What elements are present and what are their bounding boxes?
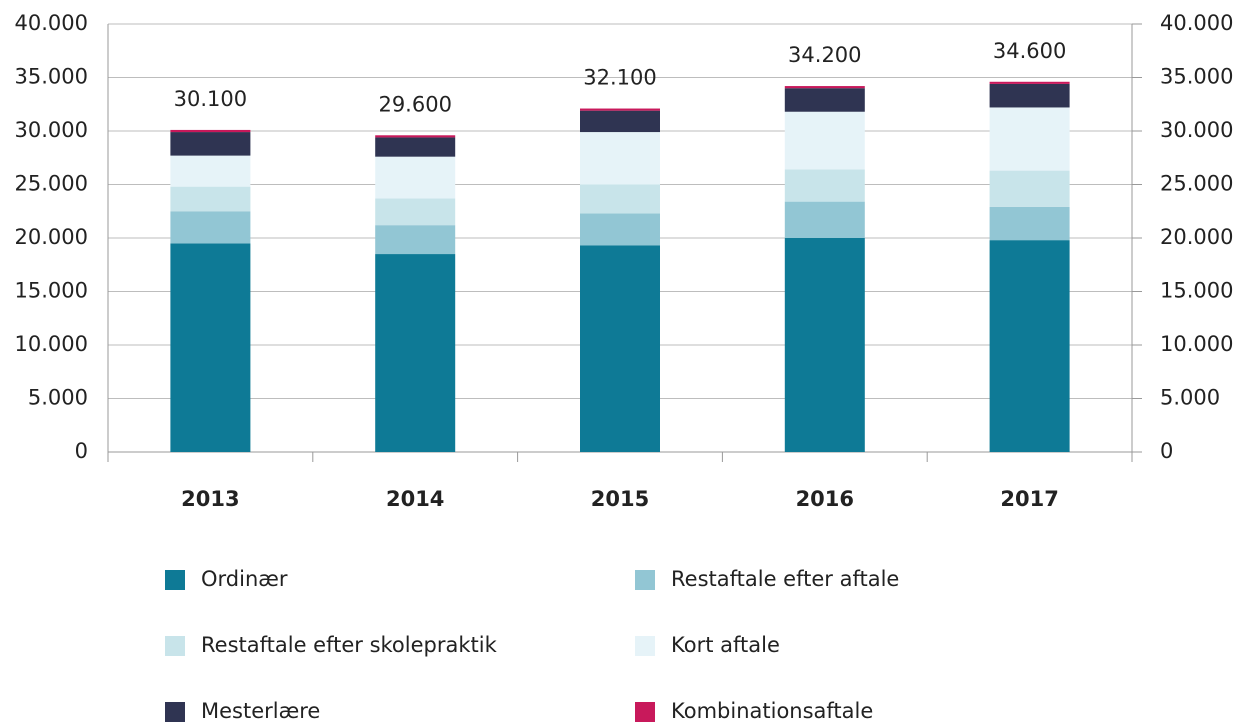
y-tick-label: 10.000 <box>15 332 88 356</box>
bar-segment <box>170 155 251 187</box>
y-tick-label: 40.000 <box>15 11 88 35</box>
x-tick-label: 2015 <box>591 487 649 511</box>
bar-segment <box>170 186 251 212</box>
y2-tick-label: 0 <box>1160 439 1173 463</box>
legend-label: Mesterlære <box>201 699 320 723</box>
bar-segment <box>375 135 456 138</box>
x-tick-label: 2016 <box>796 487 854 511</box>
bar-segment <box>375 225 456 255</box>
legend-swatch <box>165 636 185 656</box>
bar-segment <box>170 132 251 156</box>
bar-segment <box>375 198 456 226</box>
bar-segment <box>989 206 1070 241</box>
legend-swatch <box>165 570 185 590</box>
legend-swatch <box>635 702 655 722</box>
legend-label: Restaftale efter skolepraktik <box>201 633 498 657</box>
y-tick-label: 35.000 <box>15 65 88 89</box>
bar-segment <box>784 238 865 452</box>
bar-segment <box>580 110 660 133</box>
bar-segment <box>580 108 660 111</box>
bar-segment <box>784 88 865 112</box>
bar-segment <box>170 243 251 452</box>
legend-swatch <box>635 570 655 590</box>
y2-tick-label: 20.000 <box>1160 225 1233 249</box>
y2-tick-label: 35.000 <box>1160 65 1233 89</box>
bar-segment <box>989 83 1070 108</box>
bar-segment <box>170 129 251 133</box>
y2-tick-label: 25.000 <box>1160 172 1233 196</box>
bar-segment <box>580 245 660 452</box>
bar-segment <box>580 213 660 246</box>
y2-tick-label: 30.000 <box>1160 118 1233 142</box>
bar-segment <box>170 211 251 244</box>
bar-segment <box>375 156 456 199</box>
y-tick-label: 15.000 <box>15 279 88 303</box>
bar-segment <box>375 137 456 157</box>
legend-label: Kort aftale <box>671 633 780 657</box>
legend-label: Ordinær <box>201 567 288 591</box>
y-tick-label: 0 <box>75 439 88 463</box>
y-tick-label: 20.000 <box>15 225 88 249</box>
total-label: 32.100 <box>583 66 656 90</box>
x-tick-label: 2017 <box>1000 487 1058 511</box>
bar-segment <box>784 111 865 170</box>
bar-segment <box>580 184 660 214</box>
x-tick-label: 2014 <box>386 487 444 511</box>
bar-segment <box>580 132 660 185</box>
y2-tick-label: 40.000 <box>1160 11 1233 35</box>
total-label: 30.100 <box>174 87 247 111</box>
legend-swatch <box>635 636 655 656</box>
x-tick-label: 2013 <box>181 487 239 511</box>
bar-segment <box>784 86 865 89</box>
total-label: 34.200 <box>788 43 861 67</box>
y2-tick-label: 15.000 <box>1160 279 1233 303</box>
legend-swatch <box>165 702 185 722</box>
total-label: 34.600 <box>993 39 1066 63</box>
bar-segment <box>784 169 865 202</box>
bar-segment <box>989 240 1070 452</box>
y2-tick-label: 10.000 <box>1160 332 1233 356</box>
legend-label: Restaftale efter aftale <box>671 567 899 591</box>
bar-segment <box>989 107 1070 171</box>
legend-label: Kombinationsaftale <box>671 699 873 723</box>
bar-segment <box>989 170 1070 207</box>
bar-segment <box>375 254 456 452</box>
total-label: 29.600 <box>378 92 451 116</box>
y-tick-label: 30.000 <box>15 118 88 142</box>
y-tick-label: 5.000 <box>28 386 88 410</box>
bar-segment <box>784 201 865 238</box>
y2-tick-label: 5.000 <box>1160 386 1220 410</box>
bar-segment <box>989 81 1070 84</box>
y-tick-label: 25.000 <box>15 172 88 196</box>
